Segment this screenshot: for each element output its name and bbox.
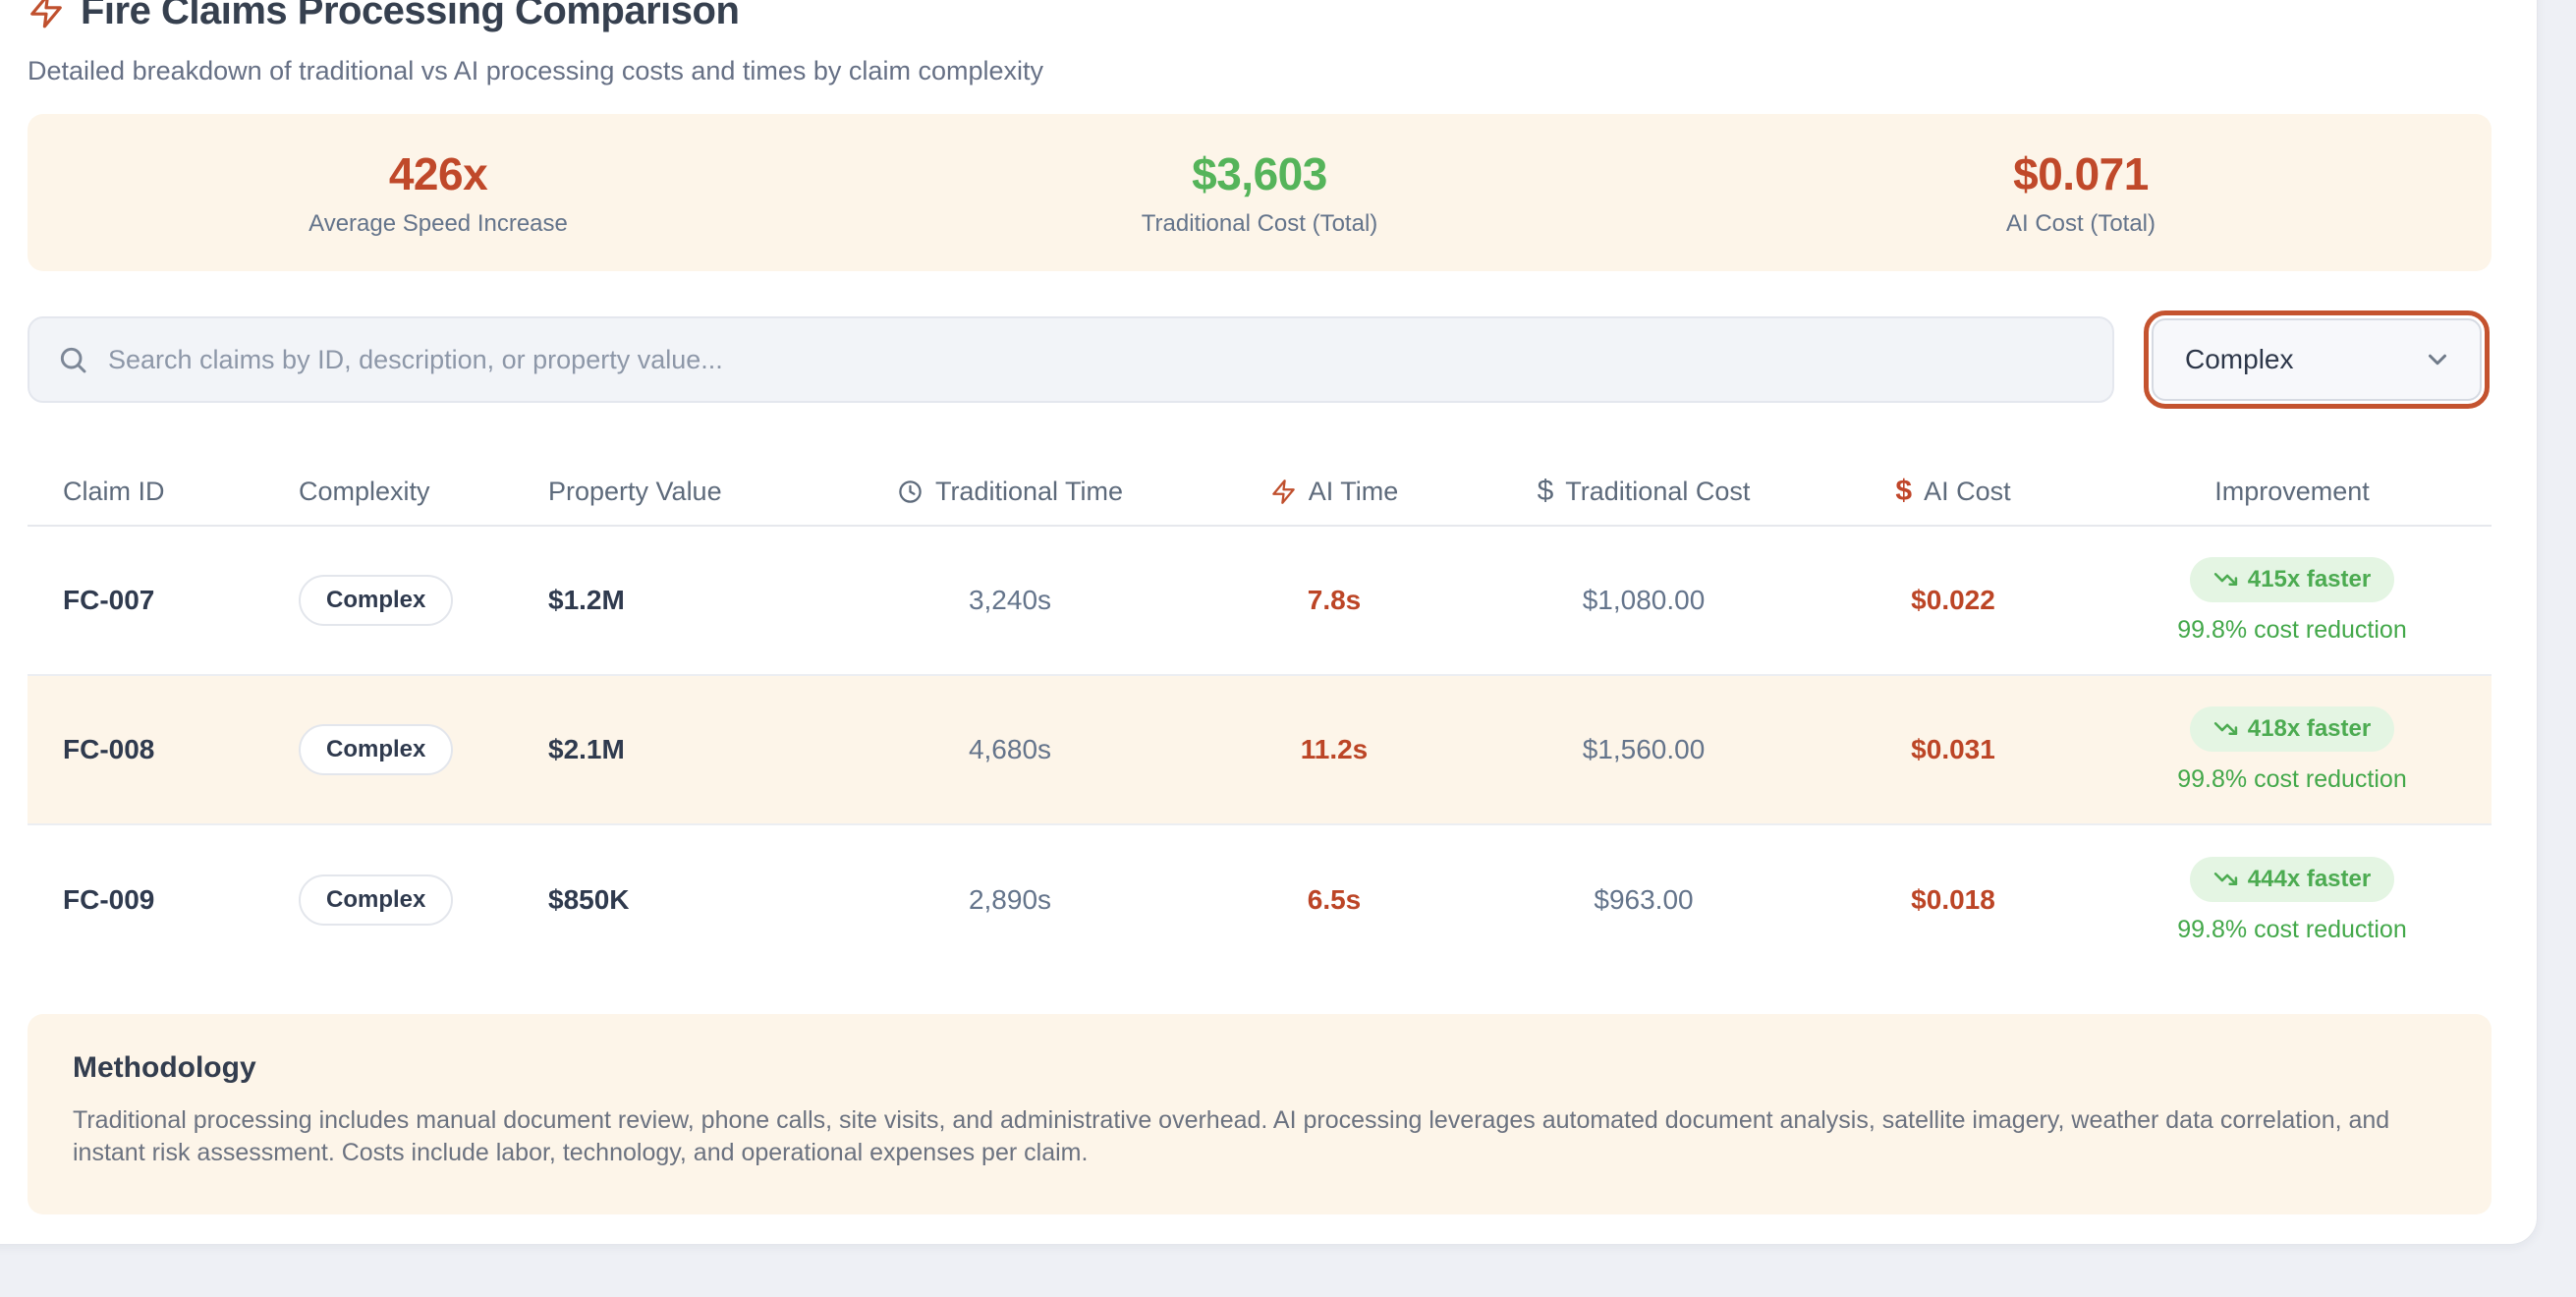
- traditional-cost-cell: $963.00: [1594, 884, 1694, 915]
- speed-badge: 444x faster: [2189, 856, 2395, 902]
- improvement-cell: 418x faster 99.8% cost reduction: [2091, 705, 2493, 794]
- traditional-cost-cell: $1,080.00: [1582, 585, 1706, 615]
- controls-row: Complex: [28, 310, 2492, 409]
- complexity-cell: Complex: [253, 575, 499, 626]
- speed-badge: 418x faster: [2189, 705, 2395, 752]
- col-header-traditional-time: Traditional Time: [823, 477, 1197, 507]
- col-header-traditional-cost: $ Traditional Cost: [1537, 475, 1751, 507]
- col-header-claim-id: Claim ID: [63, 476, 165, 506]
- stat-value: $3,603: [1192, 148, 1327, 199]
- dollar-icon: $: [1537, 475, 1554, 507]
- stat-label: Average Speed Increase: [308, 210, 568, 237]
- table-row[interactable]: FC-009 Complex $850K 2,890s 6.5s $963.00…: [28, 825, 2492, 975]
- col-header-property-value: Property Value: [548, 476, 722, 506]
- ai-cost-cell: $0.018: [1911, 884, 1995, 915]
- zap-icon: [1271, 479, 1295, 504]
- claim-id-cell: FC-009: [63, 884, 155, 915]
- table-row[interactable]: FC-008 Complex $2.1M 4,680s 11.2s $1,560…: [28, 676, 2492, 825]
- stat-ai-cost-total: $0.071 AI Cost (Total): [1670, 147, 2492, 238]
- trending-down-icon: [2213, 873, 2237, 885]
- complexity-cell: Complex: [253, 874, 499, 926]
- search-icon: [60, 347, 86, 373]
- methodology-body: Traditional processing includes manual d…: [73, 1106, 2390, 1166]
- stat-value: 426x: [388, 148, 488, 199]
- cost-reduction-label: 99.8% cost reduction: [2177, 764, 2407, 793]
- improvement-cell: 444x faster 99.8% cost reduction: [2091, 856, 2493, 944]
- complexity-badge: Complex: [299, 874, 454, 926]
- speed-badge: 415x faster: [2189, 556, 2395, 602]
- claims-table: Claim ID Complexity Property Value Tradi…: [28, 458, 2492, 975]
- improvement-cell: 415x faster 99.8% cost reduction: [2091, 556, 2493, 645]
- stat-value: $0.071: [2013, 148, 2149, 199]
- stat-traditional-cost-total: $3,603 Traditional Cost (Total): [849, 147, 1670, 238]
- table-body: FC-007 Complex $1.2M 3,240s 7.8s $1,080.…: [28, 527, 2492, 975]
- trending-down-icon: [2213, 722, 2237, 735]
- chevron-down-icon: [2429, 354, 2446, 366]
- clock-icon: [899, 479, 922, 503]
- complexity-cell: Complex: [253, 724, 499, 775]
- page-subtitle: Detailed breakdown of traditional vs AI …: [28, 56, 1043, 85]
- ai-time-cell: 11.2s: [1300, 734, 1369, 764]
- ai-cost-cell: $0.031: [1911, 734, 1995, 764]
- search-input[interactable]: [108, 344, 2085, 375]
- page-title: Fire Claims Processing Comparison: [81, 0, 740, 32]
- speed-badge-label: 415x faster: [2247, 565, 2372, 592]
- cost-reduction-label: 99.8% cost reduction: [2177, 615, 2407, 644]
- methodology-panel: Methodology Traditional processing inclu…: [28, 1014, 2492, 1214]
- property-value-cell: $1.2M: [548, 585, 625, 615]
- ai-time-cell: 7.8s: [1307, 585, 1362, 615]
- summary-stats-bar: 426x Average Speed Increase $3,603 Tradi…: [28, 114, 2492, 271]
- col-header-improvement: Improvement: [2214, 476, 2370, 506]
- table-row[interactable]: FC-007 Complex $1.2M 3,240s 7.8s $1,080.…: [28, 527, 2492, 676]
- cost-reduction-label: 99.8% cost reduction: [2177, 915, 2407, 943]
- stat-speed-increase: 426x Average Speed Increase: [28, 147, 849, 238]
- page-header: Fire Claims Processing Comparison: [28, 0, 2492, 34]
- property-value-cell: $850K: [548, 884, 630, 915]
- traditional-cost-cell: $1,560.00: [1582, 734, 1706, 764]
- complexity-badge: Complex: [299, 575, 454, 626]
- search-box: [28, 316, 2114, 403]
- claim-id-cell: FC-008: [63, 734, 155, 764]
- speed-badge-label: 444x faster: [2247, 865, 2372, 892]
- col-header-ai-time: AI Time: [1197, 477, 1472, 507]
- methodology-heading: Methodology: [73, 1051, 256, 1084]
- property-value-cell: $2.1M: [548, 734, 625, 764]
- col-header-complexity: Complexity: [299, 476, 430, 506]
- complexity-badge: Complex: [299, 724, 454, 775]
- traditional-time-cell: 4,680s: [968, 734, 1052, 764]
- zap-icon: [30, 0, 62, 28]
- complexity-filter-select[interactable]: Complex: [2144, 310, 2490, 409]
- claim-id-cell: FC-007: [63, 585, 155, 615]
- traditional-time-cell: 2,890s: [968, 884, 1052, 915]
- speed-badge-label: 418x faster: [2247, 714, 2372, 742]
- traditional-time-cell: 3,240s: [968, 585, 1052, 615]
- dollar-icon: $: [1895, 475, 1913, 507]
- ai-time-cell: 6.5s: [1307, 884, 1362, 915]
- stat-label: Traditional Cost (Total): [1141, 210, 1378, 237]
- ai-cost-cell: $0.022: [1911, 585, 1995, 615]
- claims-comparison-card: Fire Claims Processing Comparison Detail…: [0, 0, 2538, 1245]
- stat-label: AI Cost (Total): [2005, 210, 2156, 237]
- col-header-ai-cost: $ AI Cost: [1895, 475, 2011, 507]
- trending-down-icon: [2213, 573, 2237, 586]
- complexity-filter-value: Complex: [2185, 344, 2294, 374]
- table-header-row: Claim ID Complexity Property Value Tradi…: [28, 458, 2492, 527]
